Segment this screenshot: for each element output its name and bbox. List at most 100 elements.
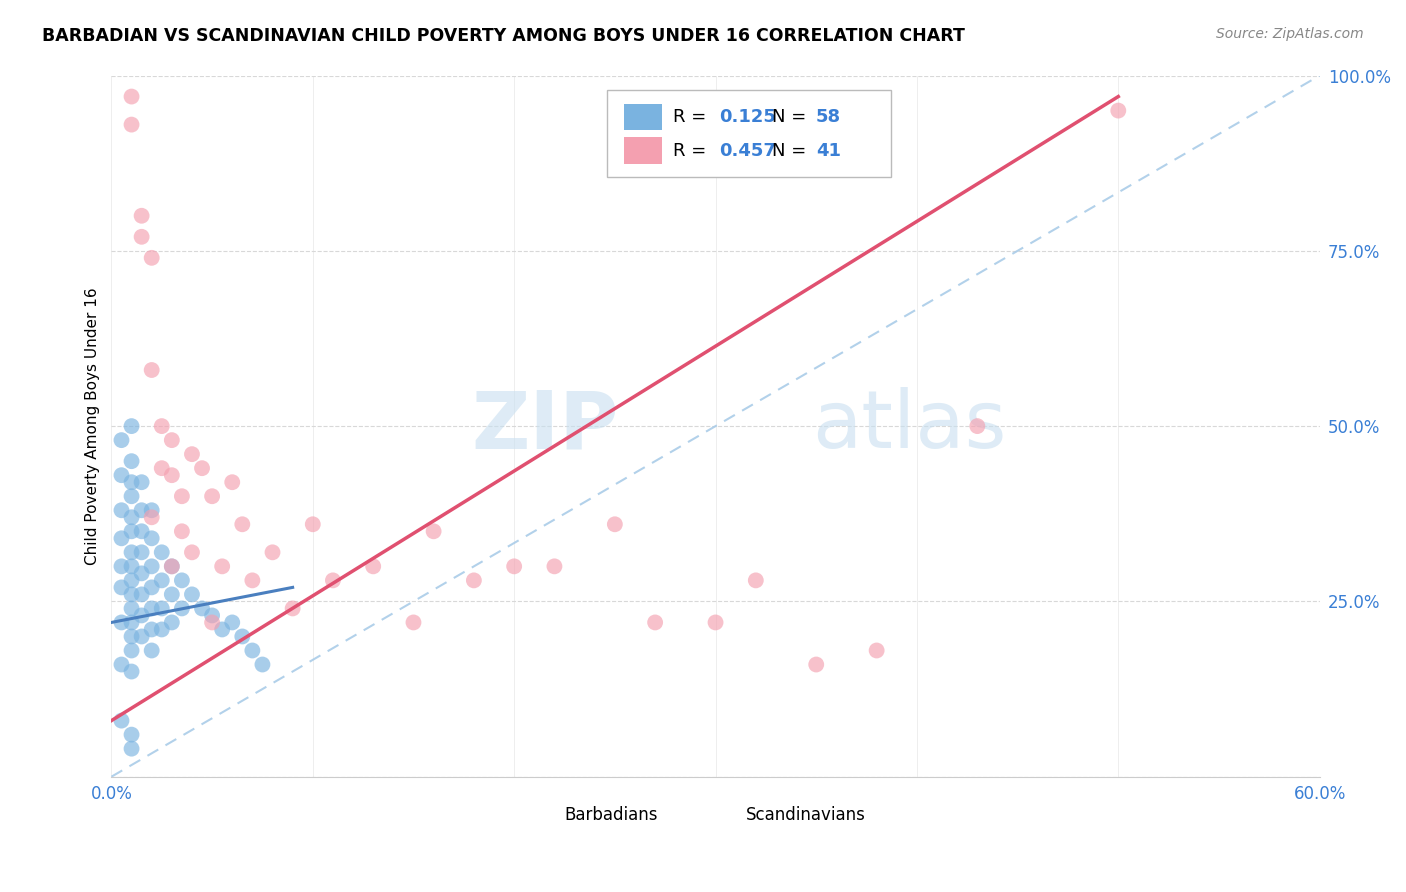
Point xyxy=(121,524,143,539)
Point xyxy=(131,566,153,581)
Point xyxy=(170,489,193,503)
Text: 0.457: 0.457 xyxy=(718,142,776,160)
Point xyxy=(141,503,163,517)
Y-axis label: Child Poverty Among Boys Under 16: Child Poverty Among Boys Under 16 xyxy=(86,287,100,565)
Point xyxy=(121,489,143,503)
Point xyxy=(110,657,132,672)
Point xyxy=(131,630,153,644)
Point xyxy=(160,433,183,447)
Point xyxy=(121,630,143,644)
Point xyxy=(231,517,253,532)
Point xyxy=(704,615,727,630)
Point xyxy=(231,630,253,644)
Point xyxy=(121,475,143,490)
Point xyxy=(402,615,425,630)
Point xyxy=(141,643,163,657)
Point xyxy=(110,468,132,483)
Point xyxy=(131,229,153,244)
Point xyxy=(110,615,132,630)
Point xyxy=(201,615,224,630)
Text: Barbadians: Barbadians xyxy=(564,806,658,824)
Point xyxy=(221,475,243,490)
Point xyxy=(865,643,887,657)
Point xyxy=(121,89,143,103)
Point xyxy=(201,608,224,623)
Point xyxy=(121,454,143,468)
FancyBboxPatch shape xyxy=(624,137,662,164)
Text: 0.125: 0.125 xyxy=(718,108,776,126)
FancyBboxPatch shape xyxy=(607,89,891,178)
Point xyxy=(121,615,143,630)
Point xyxy=(121,118,143,132)
Point xyxy=(141,601,163,615)
Point xyxy=(150,461,173,475)
Point xyxy=(150,574,173,588)
Point xyxy=(131,545,153,559)
Point xyxy=(121,643,143,657)
Text: ZIP: ZIP xyxy=(471,387,619,465)
Point xyxy=(806,657,828,672)
Point xyxy=(603,517,626,532)
Text: Source: ZipAtlas.com: Source: ZipAtlas.com xyxy=(1216,27,1364,41)
Point xyxy=(110,581,132,595)
Point xyxy=(221,615,243,630)
Text: N =: N = xyxy=(772,142,813,160)
Point xyxy=(1107,103,1129,118)
Point xyxy=(262,545,284,559)
Point xyxy=(150,601,173,615)
Point xyxy=(966,419,988,434)
Point xyxy=(121,587,143,601)
Point xyxy=(170,601,193,615)
Point xyxy=(131,209,153,223)
Point xyxy=(463,574,485,588)
Text: R =: R = xyxy=(673,108,713,126)
FancyBboxPatch shape xyxy=(624,103,662,130)
Point xyxy=(150,419,173,434)
Point xyxy=(121,559,143,574)
Point xyxy=(110,531,132,545)
Point xyxy=(131,524,153,539)
Point xyxy=(211,623,233,637)
Point xyxy=(141,531,163,545)
Point xyxy=(160,559,183,574)
Point xyxy=(191,601,214,615)
Point xyxy=(121,545,143,559)
Point xyxy=(141,363,163,377)
FancyBboxPatch shape xyxy=(709,806,737,829)
Text: BARBADIAN VS SCANDINAVIAN CHILD POVERTY AMONG BOYS UNDER 16 CORRELATION CHART: BARBADIAN VS SCANDINAVIAN CHILD POVERTY … xyxy=(42,27,965,45)
Point xyxy=(141,510,163,524)
Point xyxy=(150,545,173,559)
Text: 58: 58 xyxy=(815,108,841,126)
Point xyxy=(191,461,214,475)
Point xyxy=(745,574,768,588)
Point xyxy=(110,503,132,517)
Point xyxy=(141,623,163,637)
Point xyxy=(422,524,444,539)
Point xyxy=(121,728,143,742)
Point xyxy=(361,559,384,574)
Point xyxy=(240,643,263,657)
Text: N =: N = xyxy=(772,108,813,126)
FancyBboxPatch shape xyxy=(527,806,555,829)
Point xyxy=(121,574,143,588)
Point xyxy=(281,601,304,615)
Point xyxy=(503,559,526,574)
Text: Scandinavians: Scandinavians xyxy=(745,806,866,824)
Point xyxy=(181,447,204,461)
Point xyxy=(110,559,132,574)
Point xyxy=(131,587,153,601)
Point xyxy=(252,657,274,672)
Point xyxy=(160,468,183,483)
Point xyxy=(160,615,183,630)
Point xyxy=(543,559,565,574)
Point xyxy=(110,433,132,447)
Point xyxy=(160,559,183,574)
Point xyxy=(170,524,193,539)
Point xyxy=(170,574,193,588)
Point xyxy=(121,741,143,756)
Text: atlas: atlas xyxy=(813,387,1007,465)
Point xyxy=(240,574,263,588)
Point xyxy=(211,559,233,574)
Point xyxy=(160,587,183,601)
Point xyxy=(121,419,143,434)
